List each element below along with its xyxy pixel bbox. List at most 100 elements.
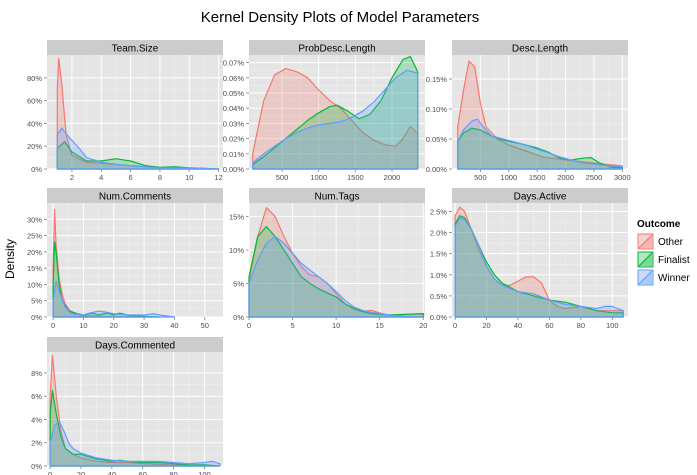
y-tick-label: 0.10% xyxy=(426,105,448,114)
strip-num-comments xyxy=(47,188,223,203)
y-tick-label: 15% xyxy=(27,264,42,273)
y-tick-label: 20% xyxy=(27,142,42,151)
x-tick-label: 1500 xyxy=(529,173,546,182)
x-tick-label: 500 xyxy=(276,173,289,182)
y-tick-label: 2% xyxy=(31,439,42,448)
density-winner-desc-length xyxy=(457,118,623,170)
x-tick-label: 100 xyxy=(198,470,211,475)
chart-title: Kernel Density Plots of Model Parameters xyxy=(201,9,479,26)
y-tick-label: 0.01% xyxy=(223,150,245,159)
y-tick-label: 0% xyxy=(31,462,42,471)
strip-label-desc-length: Desc.Length xyxy=(512,44,568,55)
x-tick-label: 2000 xyxy=(384,173,401,182)
density-winner-num-comments xyxy=(52,280,175,318)
plot-bg-days-commented xyxy=(47,352,223,466)
density-other-days-active xyxy=(454,206,624,318)
y-tick-label: 0.00% xyxy=(223,165,245,174)
y-tick-label: 0% xyxy=(31,165,42,174)
x-tick-label: 1500 xyxy=(347,173,364,182)
y-tick-label: 0.00% xyxy=(426,165,448,174)
density-other-probdesc-length xyxy=(252,68,419,170)
x-tick-label: 0 xyxy=(453,321,457,330)
x-tick-label: 2500 xyxy=(586,173,603,182)
x-tick-label: 100 xyxy=(606,321,619,330)
y-tick-label: 6% xyxy=(31,392,42,401)
strip-team-size xyxy=(47,40,223,55)
panel-team-size: Team.Size 0% 20% 40% 60% 80% 2 4 6 8 10 12 xyxy=(27,40,223,182)
density-winner-probdesc-length xyxy=(252,69,419,170)
y-tick-label: 0.02% xyxy=(223,135,245,144)
y-tick-label: 1.5% xyxy=(430,250,447,259)
y-tick-label: 8% xyxy=(31,369,42,378)
panel-num-comments: Num.Comments 0% 5% 10% 15% 20% 25% 30% 0 10 20 30 40… xyxy=(27,188,223,330)
legend-key-line-finalist xyxy=(638,252,653,267)
x-tick-label: 500 xyxy=(474,173,487,182)
x-tick-label: 40 xyxy=(108,470,116,475)
y-tick-label: 0.04% xyxy=(223,104,245,113)
strip-desc-length xyxy=(452,40,628,55)
density-winner-days-active xyxy=(454,217,624,318)
legend-label-finalist: Finalist xyxy=(658,255,690,266)
y-tick-label: 0.03% xyxy=(223,119,245,128)
y-tick-label: 0.0% xyxy=(430,313,447,322)
legend-label-winner: Winner xyxy=(658,273,690,284)
panel-days-active: Days.Active 0.0% 0.5% 1.0% 1.5% 2.0% 2.5% 0 20 40… xyxy=(430,188,628,330)
density-finalist-desc-length xyxy=(457,127,623,170)
x-tick-label: 20 xyxy=(110,321,118,330)
y-tick-label: 30% xyxy=(27,215,42,224)
legend-label-other: Other xyxy=(658,237,684,248)
panel-desc-length: Desc.Length 0.00% 0.05% 0.10% 0.15% 500 1000 15… xyxy=(426,40,631,182)
x-tick-label: 40 xyxy=(170,321,178,330)
x-tick-label: 20 xyxy=(419,321,427,330)
panel-probdesc-length: ProbDesc.Length 0.00% 0.01% 0.02% 0.03% 0.04%… xyxy=(223,40,425,182)
legend-key-line-other xyxy=(638,234,653,249)
strip-days-commented xyxy=(47,337,223,352)
x-tick-label: 20 xyxy=(77,470,85,475)
density-finalist-probdesc-length xyxy=(252,55,419,170)
strip-label-team-size: Team.Size xyxy=(112,44,159,55)
y-tick-label: 80% xyxy=(27,74,42,83)
x-tick-label: 12 xyxy=(214,173,222,182)
y-tick-label: 2.0% xyxy=(430,229,447,238)
x-tick-label: 15 xyxy=(376,321,384,330)
strip-days-active xyxy=(452,188,628,203)
x-tick-label: 10 xyxy=(79,321,87,330)
density-winner-team-size xyxy=(56,127,220,170)
x-tick-label: 1000 xyxy=(310,173,327,182)
x-tick-label: 10 xyxy=(185,173,193,182)
x-tick-label: 10 xyxy=(332,321,340,330)
x-tick-label: 20 xyxy=(482,321,490,330)
x-tick-label: 3000 xyxy=(614,173,631,182)
strip-probdesc-length xyxy=(249,40,425,55)
y-tick-label: 40% xyxy=(27,119,42,128)
x-tick-label: 30 xyxy=(140,321,148,330)
y-tick-label: 10% xyxy=(27,280,42,289)
panel-days-commented: Days.Commented 0% 2% 4% 6% 8% 0 20 40 60 80 100 xyxy=(31,337,223,475)
y-axis-label: Density xyxy=(3,239,17,279)
legend-title: Outcome xyxy=(637,219,681,230)
strip-label-num-tags: Num.Tags xyxy=(314,192,359,203)
x-tick-label: 50 xyxy=(201,321,209,330)
y-tick-label: 1.0% xyxy=(430,271,447,280)
x-tick-label: 0 xyxy=(247,321,251,330)
x-tick-label: 0 xyxy=(48,470,52,475)
y-tick-label: 5% xyxy=(31,297,42,306)
x-tick-label: 80 xyxy=(169,470,177,475)
x-tick-label: 8 xyxy=(158,173,162,182)
x-tick-label: 4 xyxy=(99,173,103,182)
strip-label-probdesc-length: ProbDesc.Length xyxy=(298,44,375,55)
y-tick-label: 10% xyxy=(229,246,244,255)
x-tick-label: 0 xyxy=(51,321,55,330)
density-winner-num-tags xyxy=(248,235,424,318)
x-tick-label: 5 xyxy=(290,321,294,330)
x-tick-label: 40 xyxy=(514,321,522,330)
strip-num-tags xyxy=(249,188,425,203)
y-tick-label: 15% xyxy=(229,212,244,221)
x-tick-label: 60 xyxy=(139,470,147,475)
density-other-desc-length xyxy=(457,60,623,170)
strip-label-num-comments: Num.Comments xyxy=(99,192,171,203)
y-tick-label: 0.07% xyxy=(223,59,245,68)
y-tick-label: 0% xyxy=(233,313,244,322)
y-tick-label: 0.06% xyxy=(223,74,245,83)
